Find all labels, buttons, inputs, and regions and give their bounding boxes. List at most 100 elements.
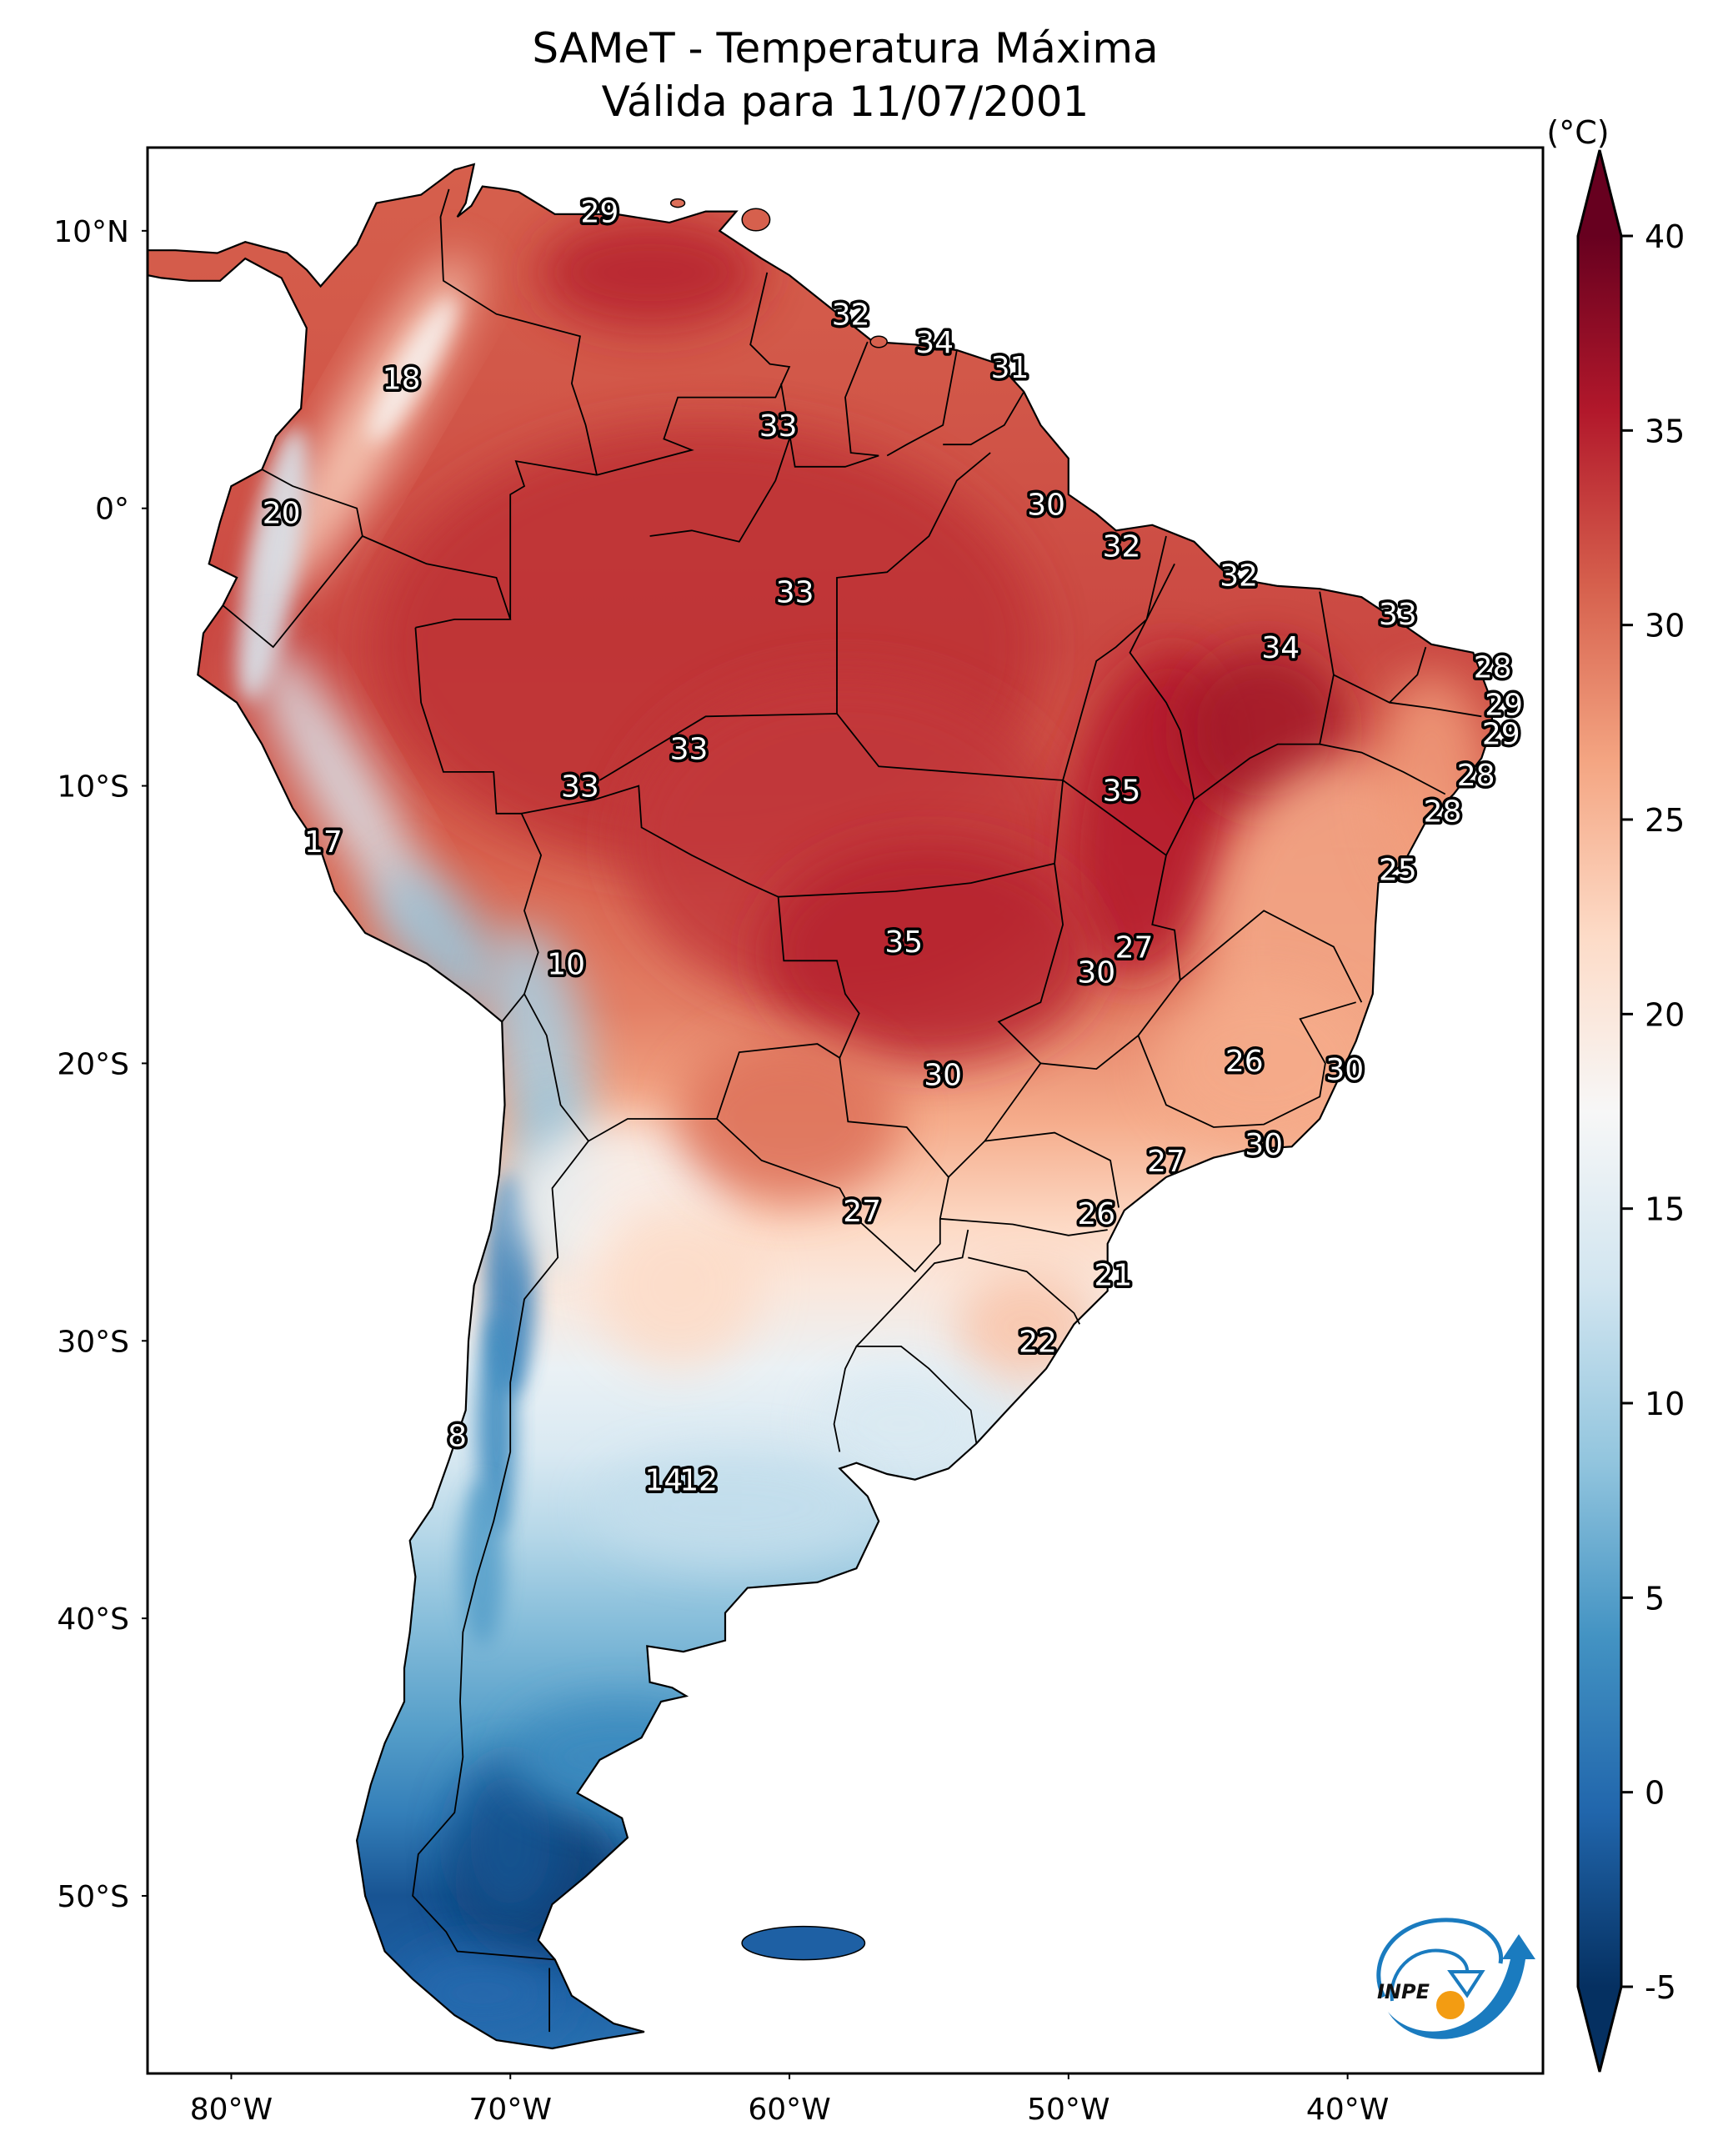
colorbar-tick-label: 5	[1645, 1580, 1665, 1617]
islands	[669, 198, 888, 1961]
temperature-label: 34	[915, 326, 954, 360]
temperature-label: 33	[776, 576, 814, 610]
logo-arc-inner	[1390, 1948, 1470, 2002]
temperature-label: 33	[759, 409, 798, 444]
border-line	[649, 439, 790, 543]
temperature-label: 35	[1103, 775, 1141, 809]
temperature-anomalies	[238, 217, 1488, 2035]
coastline	[148, 163, 1494, 2050]
colorbar-tick-label: 40	[1645, 218, 1685, 255]
lat-tick-label: 10°N	[53, 215, 129, 249]
island	[869, 335, 888, 348]
border-line	[1137, 1001, 1356, 1128]
island	[741, 1925, 866, 1961]
lat-tick-label: 20°S	[57, 1047, 129, 1081]
temperature-label: 8	[448, 1419, 467, 1453]
temperature-label: 30	[1077, 956, 1115, 990]
border-line	[596, 272, 791, 476]
chart-title: SAMeT - Temperatura Máxima	[532, 24, 1159, 73]
temperature-label: 17	[304, 825, 343, 860]
temperature-patch	[594, 1452, 874, 1563]
lat-tick-label: 30°S	[57, 1325, 129, 1359]
temperature-label: 27	[1115, 931, 1154, 965]
logo-arrow-up-icon	[1388, 1934, 1535, 2039]
colorbar-tick-label: 30	[1645, 608, 1685, 644]
lon-tick-label: 70°W	[469, 2093, 552, 2127]
temperature-patch	[378, 869, 503, 1008]
temperature-label: 27	[1147, 1145, 1185, 1179]
temperature-patch	[510, 1701, 734, 1813]
border-line	[521, 785, 860, 1142]
temperature-label: 10	[547, 948, 585, 982]
temperature-label: 21	[1094, 1258, 1132, 1292]
border-line	[855, 1229, 969, 1347]
temperature-label: 33	[670, 733, 709, 767]
colorbar-tick-label: 0	[1645, 1775, 1665, 1812]
temperature-label: 32	[832, 298, 870, 333]
latitude-axis: 10°N 0° 10°S 20°S 30°S 40°S 50°S	[53, 215, 148, 1914]
lat-tick-label: 0°	[95, 493, 129, 527]
temperature-label: 25	[1379, 853, 1417, 887]
longitude-axis: 80°W 70°W 60°W 50°W 40°W	[190, 2073, 1389, 2127]
border-line	[439, 188, 598, 475]
border-line	[1062, 780, 1181, 1036]
island	[741, 208, 771, 232]
temperature-patch	[254, 640, 432, 931]
temperature-label: 26	[1225, 1045, 1264, 1079]
logo-arrow-down-icon	[1447, 1970, 1485, 1998]
lon-tick-label: 40°W	[1306, 2093, 1389, 2127]
island	[669, 198, 686, 208]
border-line	[1180, 910, 1363, 1003]
border-line	[1129, 563, 1195, 800]
temperature-label: 22	[1019, 1325, 1057, 1359]
colorbar-scale	[1576, 149, 1623, 2073]
temperature-label: 30	[1245, 1128, 1283, 1162]
logo-sun-icon	[1436, 1991, 1465, 2019]
colorbar-tick-label: -5	[1645, 1969, 1676, 2006]
border-line	[968, 1256, 1081, 1325]
lat-tick-label: 40°S	[57, 1602, 129, 1637]
temperature-label: 35	[884, 925, 923, 960]
colorbar-tick-label: 10	[1645, 1386, 1685, 1422]
inpe-logo: INPE	[1376, 1918, 1535, 2039]
border-line	[1062, 535, 1167, 781]
political-borders	[222, 188, 1482, 2033]
temperature-label: 14	[644, 1464, 683, 1498]
colorbar-tick-label: 35	[1645, 413, 1685, 449]
border-line	[1040, 1035, 1139, 1070]
temperature-patch	[678, 1035, 901, 1202]
lat-tick-label: 10°S	[57, 770, 129, 805]
temperature-label: 32	[1103, 530, 1141, 564]
temperature-patch	[454, 1757, 567, 1924]
temperature-label: 30	[1325, 1053, 1364, 1087]
temperature-label: 33	[1379, 598, 1417, 632]
temperature-label: 32	[1220, 559, 1258, 594]
temperature-label: 27	[843, 1195, 881, 1229]
temperature-label: 30	[924, 1059, 962, 1093]
temperature-label: 28	[1474, 650, 1512, 684]
colorbar-unit-label: (°C)	[1546, 114, 1609, 151]
lat-tick-label: 50°S	[57, 1880, 129, 1914]
temperature-label: 29	[1485, 688, 1523, 722]
border-line	[362, 535, 512, 629]
lon-tick-label: 60°W	[748, 2093, 830, 2127]
temperature-label: 31	[991, 351, 1029, 385]
temperature-label: 34	[1261, 631, 1300, 665]
logo-arc-outer	[1376, 1918, 1504, 1998]
temperature-patch	[1152, 980, 1376, 1147]
border-line	[1333, 674, 1482, 718]
border-line	[1320, 743, 1446, 795]
temperature-patch	[368, 297, 457, 443]
border-line	[984, 1131, 1119, 1208]
temperature-patch	[538, 217, 762, 328]
lon-tick-label: 80°W	[190, 2093, 273, 2127]
chart-subtitle: Válida para 11/07/2001	[601, 78, 1089, 126]
border-line	[1389, 646, 1427, 704]
temperature-patch	[817, 1368, 985, 1480]
colorbar-tick-label: 20	[1645, 996, 1685, 1033]
border-line	[780, 341, 879, 468]
logo-text: INPE	[1377, 1980, 1430, 2003]
